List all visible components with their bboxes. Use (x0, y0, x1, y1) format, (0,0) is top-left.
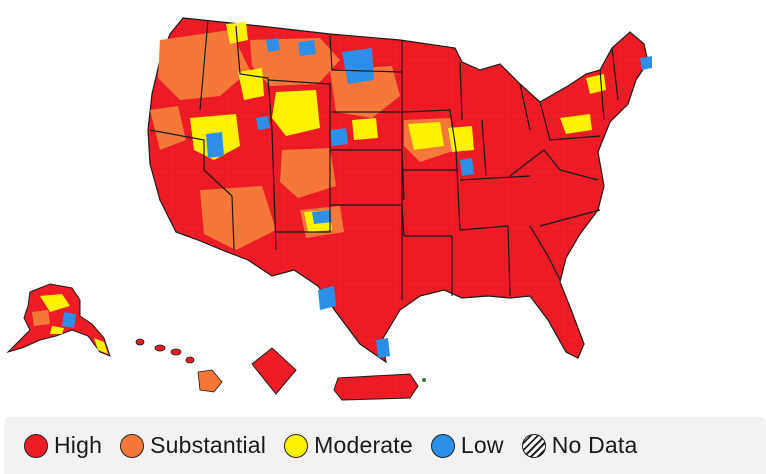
legend-item-high[interactable]: High (24, 432, 102, 459)
circle-swatch-icon (284, 433, 309, 458)
legend-item-no-data[interactable]: No Data (521, 432, 638, 459)
circle-swatch-icon (24, 433, 48, 458)
hatched-circle-icon (521, 433, 546, 458)
legend-item-substantial[interactable]: Substantial (120, 432, 266, 459)
circle-swatch-icon (120, 433, 145, 458)
district-of-columbia-inset[interactable] (251, 347, 297, 395)
us-county-map[interactable] (0, 0, 766, 412)
legend-label: Moderate (314, 432, 413, 458)
low-areas (206, 38, 652, 358)
legend-label: High (54, 432, 103, 458)
legend-label: Substantial (150, 432, 267, 458)
contiguous-us[interactable] (147, 17, 652, 364)
legend-label: No Data (551, 432, 638, 458)
circle-swatch-icon (430, 433, 455, 458)
legend-label: Low (460, 432, 504, 458)
map-legend: High Substantial Moderate Low No Data (4, 417, 766, 474)
puerto-rico[interactable] (333, 373, 426, 401)
alaska[interactable] (6, 283, 111, 357)
legend-item-low[interactable]: Low (430, 432, 504, 459)
legend-item-moderate[interactable]: Moderate (284, 432, 413, 459)
state-borders (149, 19, 619, 300)
hawaii[interactable] (135, 338, 223, 393)
map-area (0, 0, 766, 412)
